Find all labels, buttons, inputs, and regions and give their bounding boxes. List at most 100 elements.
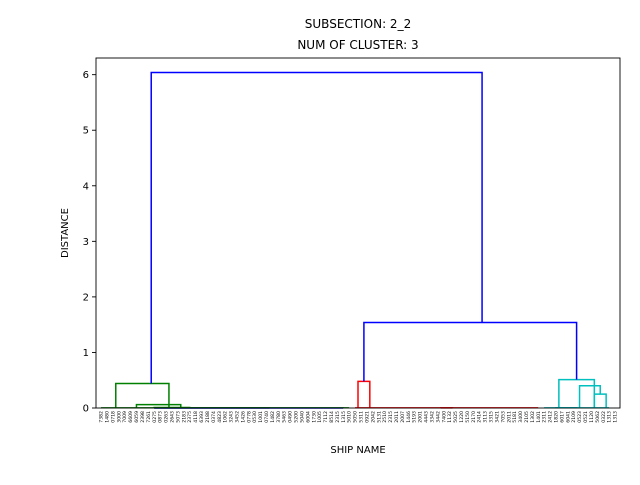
leaf-label: 3442 xyxy=(435,411,441,423)
leaf-label: 7009 xyxy=(122,411,128,423)
leaf-label: 5010 xyxy=(347,411,353,423)
leaf-label: 6017 xyxy=(559,411,565,423)
leaf-label: 1120 xyxy=(589,411,595,423)
leaf-label: 6004 xyxy=(305,411,311,423)
leaf-label: 2398 xyxy=(140,411,146,423)
leaf-label: 0322 xyxy=(601,411,607,423)
x-axis-label: SHIP NAME xyxy=(330,445,385,456)
leaf-label: 5200 xyxy=(294,411,300,423)
leaf-label: 0718 xyxy=(110,411,116,423)
leaf-label: 0275 xyxy=(152,411,158,423)
leaf-label: 0263 xyxy=(164,411,170,423)
leaf-label: 1220 xyxy=(459,411,465,423)
leaf-label: 1480 xyxy=(105,411,111,423)
leaf-label: 3315 xyxy=(489,411,495,423)
leaf-label: 0873 xyxy=(158,411,164,423)
leaf-label: 2412 xyxy=(548,411,554,423)
leaf-label: 6059 xyxy=(134,411,140,423)
leaf-label: 0490 xyxy=(288,411,294,423)
leaf-label: 0374 xyxy=(211,411,217,423)
leaf-label: 2105 xyxy=(524,411,530,423)
leaf-label: 7112 xyxy=(323,411,329,423)
leaf-label: 5150 xyxy=(465,411,471,423)
leaf-label: 2042 xyxy=(370,411,376,423)
leaf-label: 3342 xyxy=(429,411,435,423)
y-tick-label: 0 xyxy=(83,404,89,415)
leaf-label: 5073 xyxy=(175,411,181,423)
leaf-label: 2510 xyxy=(382,411,388,423)
leaf-label: 5181 xyxy=(512,411,518,423)
leaf-label: 1446 xyxy=(406,411,412,423)
chart-title-line-2: NUM OF CLUSTER: 3 xyxy=(297,38,418,52)
leaf-label: 2643 xyxy=(169,411,175,423)
dendrogram-links xyxy=(101,72,609,408)
leaf-label: 1426 xyxy=(240,411,246,423)
leaf-label: 6393 xyxy=(199,411,205,423)
leaf-label: 1482 xyxy=(270,411,276,423)
leaf-label: 8514 xyxy=(329,411,335,423)
leaf-label: 2011 xyxy=(506,411,512,423)
leaf-label: 1313 xyxy=(607,411,613,423)
leaf-label: 2109 xyxy=(571,411,577,423)
leaf-label: 4118 xyxy=(193,411,199,423)
leaf-label: 2007 xyxy=(400,411,406,423)
y-tick-label: 6 xyxy=(83,70,89,81)
leaf-label: 3780 xyxy=(276,411,282,423)
leaf-label: 1132 xyxy=(447,411,453,423)
y-tick-label: 1 xyxy=(83,348,89,359)
leaf-label: 7261 xyxy=(146,411,152,423)
leaf-label: 5311 xyxy=(359,411,365,423)
leaf-label: 5463 xyxy=(282,411,288,423)
leaf-label: 7400 xyxy=(441,411,447,423)
y-axis-label: DISTANCE xyxy=(60,208,71,258)
leaf-label: 0530 xyxy=(252,411,258,423)
dendrogram-link xyxy=(580,386,601,408)
leaf-label: 2001 xyxy=(418,411,424,423)
dendrogram-link xyxy=(358,381,370,408)
dendrogram-link xyxy=(594,394,606,408)
leaf-label: 7053 xyxy=(500,411,506,423)
leaf-label: 0523 xyxy=(577,411,583,423)
leaf-label: 2183 xyxy=(181,411,187,423)
leaf-label: 1302 xyxy=(530,411,536,423)
leaf-label: 3243 xyxy=(229,411,235,423)
leaf-label: 0740 xyxy=(264,411,270,423)
y-tick-label: 5 xyxy=(83,126,89,137)
leaf-label: 1820 xyxy=(554,411,560,423)
leaf-label: 4823 xyxy=(217,411,223,423)
leaf-label: 1313 xyxy=(613,411,619,423)
leaf-label: 5062 xyxy=(595,411,601,423)
leaf-label: 2315 xyxy=(388,411,394,423)
leaf-label: 6609 xyxy=(128,411,134,423)
leaf-label: 0521 xyxy=(583,411,589,423)
leaf-label: 1401 xyxy=(536,411,542,423)
leaf-label: 1315 xyxy=(341,411,347,423)
leaf-label: 2311 xyxy=(542,411,548,423)
leaf-label: 1730 xyxy=(311,411,317,423)
leaf-label: 5131 xyxy=(376,411,382,423)
plot-frame xyxy=(96,58,620,408)
chart-title-line-1: SUBSECTION: 2_2 xyxy=(305,17,411,31)
leaf-label: 6041 xyxy=(565,411,571,423)
leaf-label: 2188 xyxy=(205,411,211,423)
dendrogram-link xyxy=(364,322,577,381)
dendrogram-link xyxy=(559,380,594,408)
y-tick-label: 2 xyxy=(83,292,89,303)
leaf-label: 0778 xyxy=(246,411,252,423)
leaf-label: 5040 xyxy=(299,411,305,423)
leaf-label: 4443 xyxy=(424,411,430,423)
leaf-label: 2011 xyxy=(394,411,400,423)
leaf-label: 5025 xyxy=(453,411,459,423)
leaf-label: 5050 xyxy=(353,411,359,423)
leaf-label: 3000 xyxy=(116,411,122,423)
leaf-label: 2170 xyxy=(471,411,477,423)
leaf-label: 3452 xyxy=(234,411,240,423)
leaf-label: 2375 xyxy=(187,411,193,423)
leaf-label: 2414 xyxy=(477,411,483,423)
leaf-label: 1062 xyxy=(223,411,229,423)
y-tick-label: 3 xyxy=(83,237,89,248)
